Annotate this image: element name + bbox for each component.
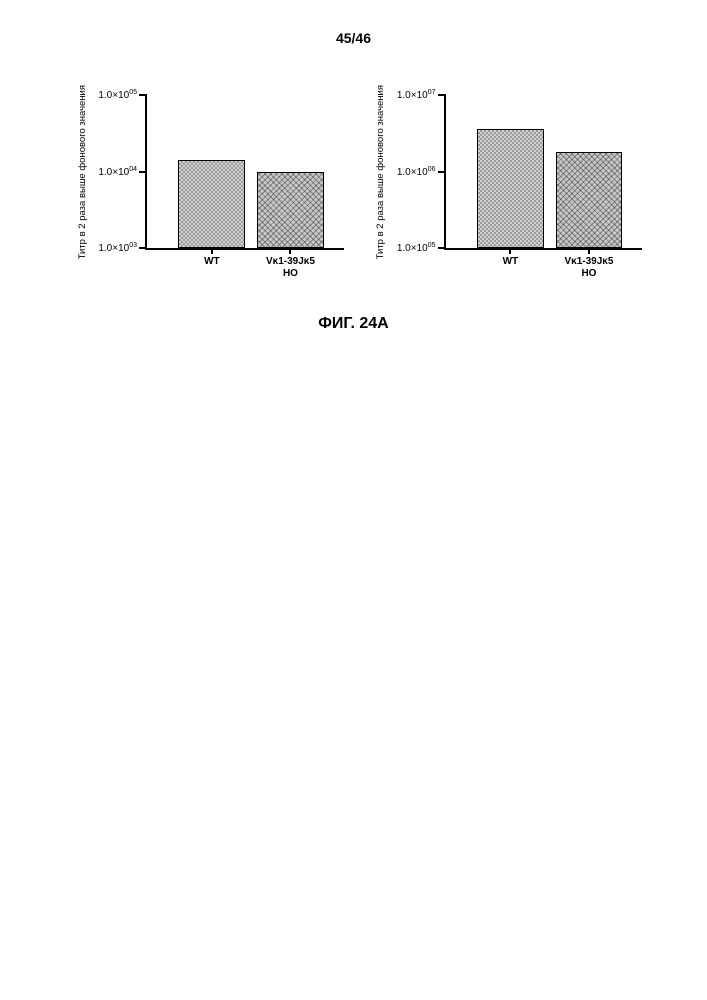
ytick-label: 1.0×1003	[98, 242, 137, 254]
bar-fill	[557, 153, 622, 247]
bar-fill	[478, 130, 543, 247]
ytick-label: 1.0×1006	[397, 165, 436, 177]
chart-right: Титр в 2 раза выше фонового значения 1.0…	[384, 95, 643, 290]
ytick-label: 1.0×1004	[98, 165, 137, 177]
xtick-label: Vκ1-39Jκ5HO	[564, 256, 613, 279]
xtick-label: Vκ1-39Jκ5HO	[266, 256, 315, 279]
xtick	[509, 248, 511, 254]
xtick	[588, 248, 590, 254]
bar-wt	[178, 160, 245, 248]
xtick	[211, 248, 213, 254]
figure-caption: ФИГ. 24A	[0, 315, 707, 333]
ylabel-text: Титр в 2 раза выше фонового значения	[77, 85, 88, 259]
ytick	[139, 94, 147, 96]
bar-ho	[257, 172, 324, 249]
ytick	[438, 94, 446, 96]
ytick-label: 1.0×1005	[98, 89, 137, 101]
xtick	[289, 248, 291, 254]
chart-right-ylabel: Титр в 2 раза выше фонового значения	[374, 95, 388, 250]
bar-fill	[179, 161, 244, 247]
page-number: 45/46	[0, 30, 707, 46]
bar-fill	[258, 173, 323, 248]
bar-wt	[477, 129, 544, 248]
xtick-label: WT	[204, 256, 220, 268]
chart-right-plot: 1.0×10071.0×10061.0×1005WTVκ1-39Jκ5HO	[444, 95, 643, 250]
chart-left-ylabel: Титр в 2 раза выше фонового значения	[75, 95, 89, 250]
ytick	[438, 247, 446, 249]
bar-ho	[556, 152, 623, 248]
chart-left: Титр в 2 раза выше фонового значения 1.0…	[85, 95, 344, 290]
charts-row: Титр в 2 раза выше фонового значения 1.0…	[85, 95, 642, 290]
chart-left-plot: 1.0×10051.0×10041.0×1003WTVκ1-39Jκ5HO	[145, 95, 344, 250]
ytick	[139, 247, 147, 249]
ytick	[438, 171, 446, 173]
ytick-label: 1.0×1007	[397, 89, 436, 101]
xtick-label: WT	[503, 256, 519, 268]
ylabel-text: Титр в 2 раза выше фонового значения	[375, 85, 386, 259]
ytick	[139, 171, 147, 173]
ytick-label: 1.0×1005	[397, 242, 436, 254]
